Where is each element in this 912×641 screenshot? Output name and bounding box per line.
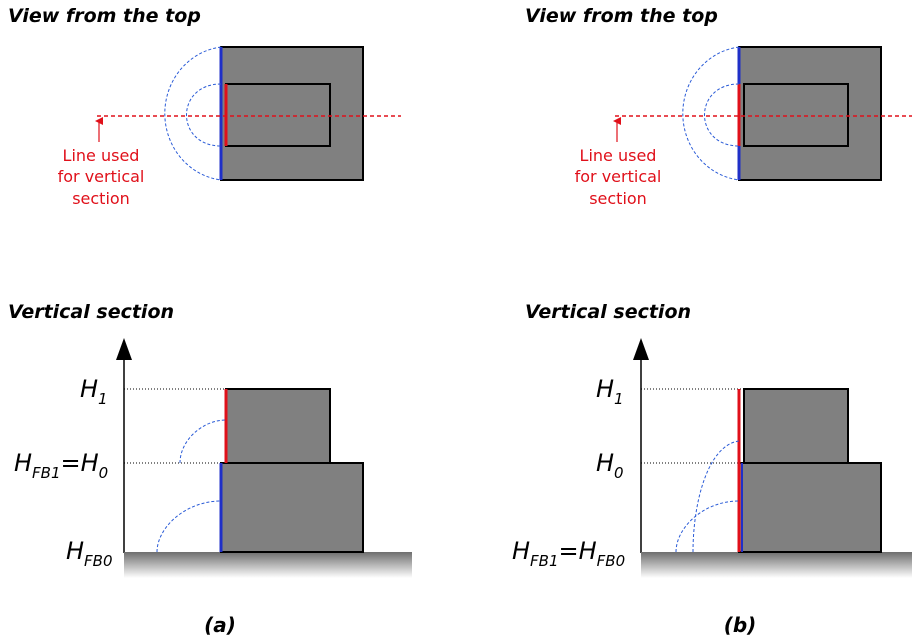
hfb1-h0-label: HFB1=H0 <box>14 449 108 482</box>
upper-block-top-view <box>743 83 849 147</box>
h0-label: H0 <box>596 449 624 482</box>
inner-arc-top-view <box>704 83 740 147</box>
panel-a: View from the top Line used for vertical… <box>8 5 412 637</box>
note-line-2: for vertical <box>58 167 145 186</box>
hfb1-hfb0-label: HFB1=HFB0 <box>512 537 625 570</box>
note-line-3: section <box>589 189 647 208</box>
upper-block-section <box>225 388 331 464</box>
top-view-title: View from the top <box>525 5 718 27</box>
panel-b: View from the top Line used for vertical… <box>512 5 912 637</box>
upper-arc-section <box>692 440 740 553</box>
outer-arc-top-view <box>164 46 222 181</box>
ground <box>641 552 912 578</box>
y-axis-arrowhead <box>633 338 649 360</box>
h1-label: H1 <box>80 375 108 408</box>
section-title: Vertical section <box>525 301 691 323</box>
section-title: Vertical section <box>8 301 174 323</box>
caption-b: (b) <box>724 613 757 637</box>
top-view-title: View from the top <box>8 5 201 27</box>
note-line-1: Line used <box>63 146 140 165</box>
inner-arc-top-view <box>186 83 222 147</box>
lower-arc-section <box>156 500 222 553</box>
outer-arc-top-view <box>682 46 740 181</box>
lower-block-section <box>220 462 364 553</box>
note-line-1: Line used <box>580 146 657 165</box>
ground <box>124 552 412 578</box>
lower-block-top-view <box>220 46 364 181</box>
lower-block-top-view <box>738 46 882 181</box>
caption-a: (a) <box>204 613 236 637</box>
lower-block-section <box>738 462 882 553</box>
h1-label: H1 <box>596 375 624 408</box>
y-axis-arrowhead <box>116 338 132 360</box>
note-line-3: section <box>72 189 130 208</box>
hfb0-label: HFB0 <box>66 537 113 570</box>
lower-arc-section <box>675 500 740 553</box>
upper-block-section <box>743 388 849 464</box>
note-line-2: for vertical <box>575 167 662 186</box>
upper-arc-section <box>179 419 227 464</box>
